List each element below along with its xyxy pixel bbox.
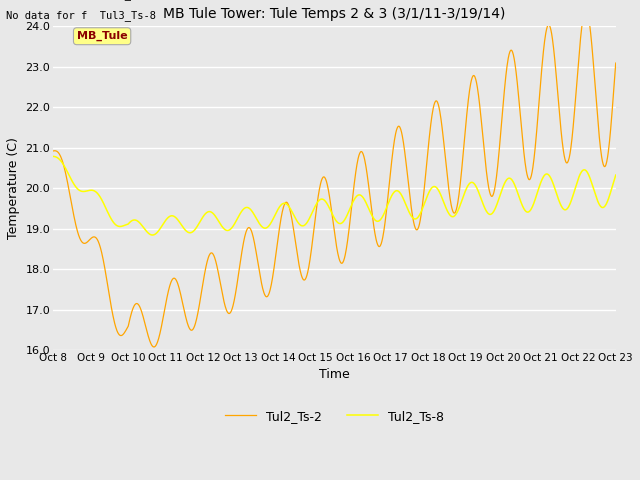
- Title: MB Tule Tower: Tule Temps 2 & 3 (3/1/11-3/19/14): MB Tule Tower: Tule Temps 2 & 3 (3/1/11-…: [163, 7, 506, 21]
- Tul2_Ts-2: [49, 148, 57, 154]
- Tul2_Ts-8: [422, 196, 430, 202]
- X-axis label: Time: Time: [319, 368, 350, 381]
- Tul2_Ts-2: [150, 344, 158, 350]
- Tul2_Ts-8: [161, 218, 169, 224]
- Tul2_Ts-8: [612, 172, 620, 178]
- Tul2_Ts-2: [496, 143, 504, 148]
- Y-axis label: Temperature (C): Temperature (C): [7, 137, 20, 239]
- Tul2_Ts-2: [175, 284, 182, 289]
- Tul2_Ts-8: [545, 173, 553, 179]
- Tul2_Ts-8: [237, 208, 245, 214]
- Tul2_Ts-2: [545, 23, 553, 28]
- Line: Tul2_Ts-2: Tul2_Ts-2: [53, 10, 616, 347]
- Legend: Tul2_Ts-2, Tul2_Ts-8: Tul2_Ts-2, Tul2_Ts-8: [220, 405, 449, 428]
- Tul2_Ts-2: [612, 60, 620, 66]
- Tul2_Ts-8: [148, 232, 156, 238]
- Tul2_Ts-2: [582, 7, 590, 12]
- Tul2_Ts-8: [496, 194, 504, 200]
- Tul2_Ts-2: [161, 305, 169, 311]
- Text: MB_Tule: MB_Tule: [77, 31, 127, 41]
- Tul2_Ts-8: [175, 218, 182, 224]
- Tul2_Ts-2: [237, 251, 245, 256]
- Tul2_Ts-2: [422, 167, 430, 172]
- Tul2_Ts-8: [49, 154, 57, 159]
- Line: Tul2_Ts-8: Tul2_Ts-8: [53, 156, 616, 235]
- Text: No data for f  Tul3_Ts-8: No data for f Tul3_Ts-8: [6, 11, 156, 22]
